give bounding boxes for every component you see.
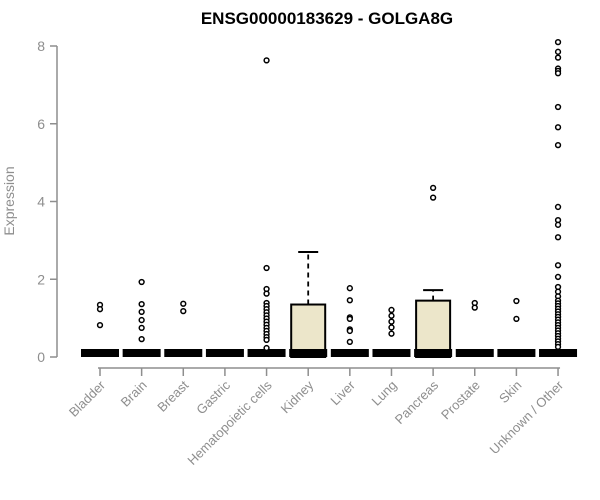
median-bar [205, 349, 244, 357]
outlier-point [554, 38, 562, 46]
x-category-label: Unknown / Other [487, 377, 567, 457]
y-tick-label: 4 [37, 194, 45, 210]
x-category-label: Kidney [278, 377, 317, 416]
y-tick-label: 8 [37, 38, 45, 54]
outlier-point [96, 306, 104, 313]
plot-area [81, 38, 578, 359]
median-bar [414, 349, 453, 357]
outlier-point [138, 324, 145, 331]
outlier-point [388, 312, 395, 319]
median-bar [247, 349, 286, 357]
x-category-label: Brain [118, 378, 150, 410]
x-category-label: Lung [369, 378, 400, 409]
outlier-point [263, 336, 270, 344]
outlier-point [346, 327, 353, 335]
median-bar [122, 349, 161, 357]
outlier-point [429, 184, 437, 192]
median-bar [497, 349, 536, 357]
outlier-point [138, 316, 145, 324]
outlier-point [554, 70, 562, 77]
outlier-point [346, 315, 353, 323]
median-bar [164, 349, 203, 357]
chart-title: ENSG00000183629 - GOLGA8G [201, 9, 453, 28]
outlier-point [554, 141, 562, 149]
median-bar [455, 349, 494, 357]
y-tick-label: 2 [37, 271, 45, 287]
outlier-point [554, 234, 562, 241]
box [290, 303, 327, 358]
outlier-point [263, 344, 270, 352]
outlier-point [138, 278, 145, 286]
outlier-point [346, 285, 353, 292]
x-category-label: Skin [496, 378, 524, 406]
median-bar [372, 349, 411, 357]
outlier-point [138, 308, 145, 316]
outlier-point [180, 307, 187, 315]
outlier-point [554, 273, 562, 281]
outlier-point [388, 306, 395, 314]
outlier-point [263, 290, 270, 297]
x-category-label: Bladder [66, 377, 109, 420]
y-tick-label: 6 [37, 116, 45, 132]
median-bar [81, 349, 119, 357]
outlier-point [138, 300, 145, 308]
y-axis-label: Expression [1, 166, 17, 235]
outlier-point [554, 48, 562, 55]
box [415, 299, 452, 359]
x-category-label: Liver [327, 377, 358, 408]
outlier-point [554, 221, 562, 228]
outlier-point [388, 330, 395, 337]
median-bar [289, 349, 328, 357]
outlier-point [346, 297, 353, 304]
median-bar [539, 349, 578, 357]
outlier-point [554, 124, 562, 131]
outlier-point [513, 297, 520, 305]
outlier-point [138, 335, 145, 343]
outlier-point [554, 103, 562, 111]
outlier-point [96, 321, 104, 329]
x-category-label: Breast [154, 377, 191, 414]
y-axis: 0 2 4 6 8 [37, 38, 58, 365]
outlier-point [388, 324, 395, 331]
outlier-point [554, 262, 562, 269]
outlier-point [554, 343, 562, 351]
x-category-label: Gastric [193, 377, 233, 417]
outlier-point [180, 300, 187, 307]
outlier-point [263, 264, 270, 272]
outlier-point [388, 318, 395, 325]
outlier-point [429, 194, 437, 201]
median-bar [330, 349, 369, 357]
outlier-point [471, 304, 478, 311]
outlier-point [263, 57, 270, 64]
outlier-point [513, 315, 520, 323]
x-category-label: Prostate [438, 378, 483, 423]
outlier-point [554, 203, 562, 211]
outlier-point [346, 338, 353, 345]
x-category-label: Pancreas [392, 377, 442, 427]
y-tick-label: 0 [37, 349, 45, 365]
outlier-point [554, 54, 562, 61]
